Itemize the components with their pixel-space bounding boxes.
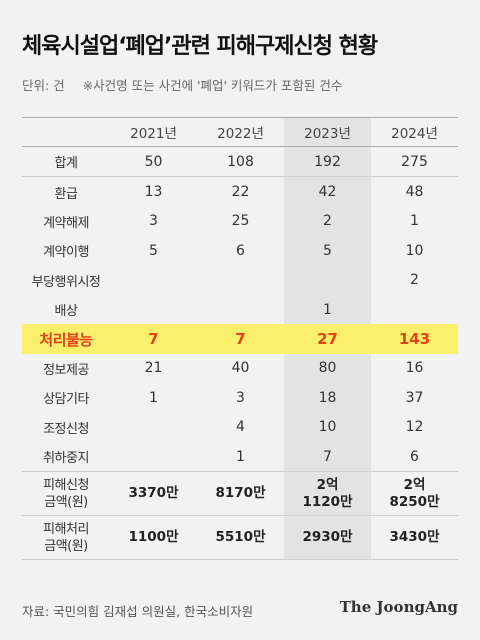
table-cell [197, 295, 284, 324]
table-row-processed-amount: 피해처리 금액(원) 1100만 5510만 2930만 3430만 [22, 516, 458, 561]
table-cell: 6 [236, 242, 245, 259]
table-cell: 192 [284, 147, 371, 177]
table-cell [110, 413, 197, 442]
table-cell: 7 [235, 330, 246, 349]
table-cell: 2 [410, 272, 419, 289]
table-row: 환급 13 22 42 48 [22, 177, 458, 207]
table-cell: 5510만 [215, 529, 266, 546]
table-cell: 48 [405, 184, 424, 201]
table-cell: 4 [236, 419, 245, 436]
chart-note: 단위: 건 ※사건명 또는 사건에 '폐업' 키워드가 포함된 건수 [22, 75, 342, 94]
table-cell: 25 [231, 213, 250, 230]
table-cell: 2억 8250만 [389, 476, 440, 510]
table-cell: 1 [149, 389, 158, 406]
table-cell: 12 [405, 419, 424, 436]
table-cell: 275 [401, 153, 428, 170]
note-remark: ※사건명 또는 사건에 '폐업' 키워드가 포함된 건수 [82, 78, 343, 93]
table-cell: 22 [231, 184, 250, 201]
table-cell: 13 [144, 184, 163, 201]
table-cell: 5 [149, 242, 158, 259]
source-note: 자료: 국민의힘 김재섭 의원실, 한국소비자원 [22, 604, 254, 619]
table-row: 계약이행 5 6 5 10 [22, 236, 458, 266]
table-cell [110, 295, 197, 324]
row-label: 계약해제 [43, 215, 89, 231]
publisher-logo: The JoongAng [339, 598, 458, 616]
table-cell: 7 [284, 441, 371, 472]
table-cell: 3 [149, 213, 158, 230]
table-cell [110, 442, 197, 471]
table-cell: 42 [284, 177, 371, 207]
table-cell: 16 [405, 360, 424, 377]
table-cell: 1 [284, 294, 371, 325]
header-corner [22, 118, 110, 146]
table-row: 상담기타 1 3 18 37 [22, 383, 458, 413]
table-cell: 10 [405, 242, 424, 259]
table-cell: 2 [284, 206, 371, 237]
table-cell: 37 [405, 389, 424, 406]
row-label: 부당행위시정 [31, 274, 101, 290]
table-row-total: 합계 50 108 192 275 [22, 147, 458, 178]
column-header: 2024년 [391, 126, 438, 142]
table-cell: 18 [284, 383, 371, 413]
table-row: 배상 1 [22, 294, 458, 325]
table-row-claim-amount: 피해신청 금액(원) 3370만 8170만 2억 1120만 2억 8250만 [22, 472, 458, 517]
table-cell: 3370만 [128, 485, 179, 502]
row-label: 정보제공 [43, 362, 89, 378]
row-label: 피해처리 금액(원) [43, 521, 89, 554]
column-header: 2023년 [284, 118, 371, 146]
table-cell [284, 265, 371, 295]
table-row: 계약해제 3 25 2 1 [22, 206, 458, 237]
table-cell: 3430만 [389, 529, 440, 546]
table-cell: 1100만 [128, 529, 179, 546]
table-cell: 5 [284, 236, 371, 266]
table-cell: 21 [144, 360, 163, 377]
table-cell: 8170만 [215, 485, 266, 502]
unit-label: 단위: 건 [22, 78, 65, 93]
row-label: 환급 [54, 186, 78, 202]
row-label: 피해신청 금액(원) [43, 477, 89, 510]
table-row: 취하중지 1 7 6 [22, 441, 458, 473]
chart-title: 체육시설업‘폐업’관련 피해구제신청 현황 [22, 34, 378, 59]
table-header-row: 2021년 2022년 2023년 2024년 [22, 117, 458, 147]
table-row-highlight: 처리불능 7 7 27 143 [22, 324, 458, 354]
table-cell: 2930만 [284, 516, 371, 560]
table-cell: 7 [148, 330, 159, 349]
table-cell: 1 [410, 213, 419, 230]
table-cell: 3 [236, 389, 245, 406]
table-cell [110, 266, 197, 295]
column-header: 2022년 [217, 126, 264, 142]
row-label: 처리불능 [39, 330, 93, 349]
table-cell: 50 [144, 153, 163, 170]
table-cell: 40 [231, 360, 250, 377]
table-row: 정보제공 21 40 80 16 [22, 353, 458, 384]
table-row: 부당행위시정 2 [22, 265, 458, 295]
row-label: 조정신청 [43, 421, 89, 437]
data-table: 2021년 2022년 2023년 2024년 합계 50 108 192 27… [22, 117, 458, 561]
row-label: 상담기타 [43, 392, 89, 408]
table-cell: 80 [284, 353, 371, 384]
table-cell: 108 [227, 153, 254, 170]
row-label: 배상 [54, 304, 78, 320]
table-row: 조정신청 4 10 12 [22, 412, 458, 442]
row-label: 합계 [54, 156, 78, 172]
row-label: 계약이행 [43, 245, 89, 261]
table-cell [197, 266, 284, 295]
column-header: 2021년 [130, 126, 177, 142]
table-cell: 1 [236, 448, 245, 465]
table-cell: 27 [317, 330, 338, 349]
table-cell: 2억 1120만 [284, 472, 371, 516]
table-cell: 143 [398, 330, 431, 349]
table-cell: 6 [410, 448, 419, 465]
table-cell [371, 295, 458, 324]
table-cell: 10 [284, 412, 371, 442]
row-label: 취하중지 [43, 451, 89, 467]
